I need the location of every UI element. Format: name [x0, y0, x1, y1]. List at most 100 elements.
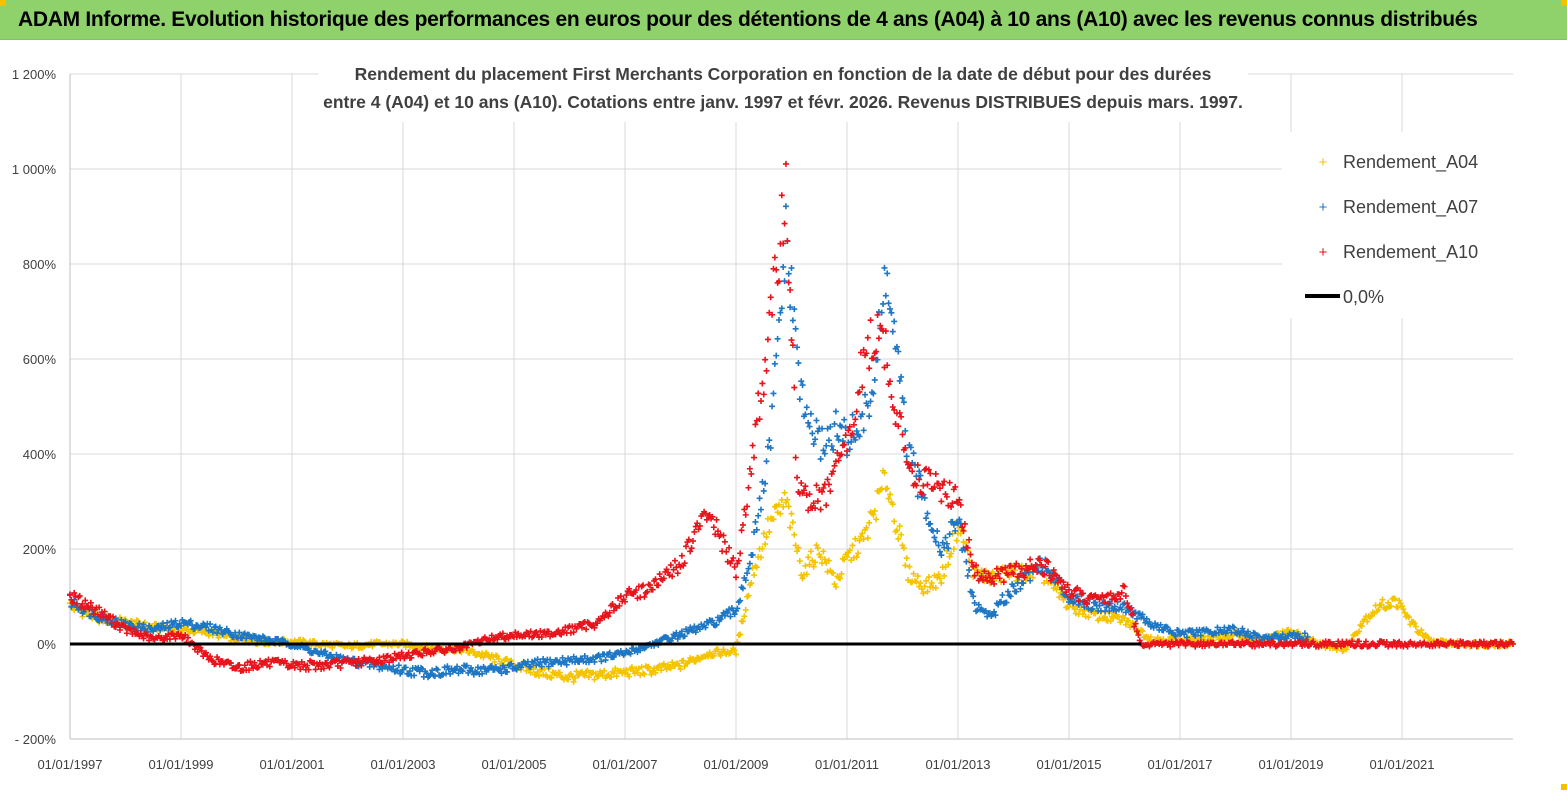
data-point — [884, 485, 891, 492]
data-point — [862, 391, 869, 398]
data-point — [1036, 557, 1043, 564]
data-point — [968, 589, 975, 596]
data-point — [663, 566, 670, 573]
data-point — [1164, 624, 1171, 631]
data-point — [71, 589, 78, 596]
data-point — [1038, 561, 1045, 568]
data-point — [322, 648, 329, 655]
data-point — [923, 515, 930, 522]
data-point — [687, 548, 694, 555]
data-point — [1041, 571, 1048, 578]
data-point — [870, 390, 877, 397]
data-point — [245, 667, 252, 674]
data-point — [755, 512, 762, 519]
data-point — [559, 654, 566, 661]
data-point — [788, 265, 795, 272]
data-point — [924, 481, 931, 488]
data-point — [534, 656, 541, 663]
data-point — [864, 402, 871, 409]
data-point — [646, 582, 653, 589]
data-point — [674, 570, 681, 577]
data-point — [583, 626, 590, 633]
data-point — [202, 649, 209, 656]
data-point — [769, 403, 776, 410]
data-point — [578, 624, 585, 631]
data-point — [527, 663, 534, 670]
data-point — [556, 669, 563, 676]
data-point — [1349, 638, 1356, 645]
data-point — [913, 482, 920, 489]
data-point — [992, 612, 999, 619]
data-point — [785, 503, 792, 510]
data-point — [116, 627, 123, 634]
data-point — [215, 634, 222, 641]
data-point — [1124, 600, 1131, 607]
data-point — [678, 628, 685, 635]
data-point — [709, 617, 716, 624]
data-point — [996, 575, 1003, 582]
data-point — [1018, 565, 1025, 572]
data-point — [823, 502, 830, 509]
data-point — [505, 635, 512, 642]
data-point — [931, 484, 938, 491]
data-point — [355, 655, 362, 662]
data-point — [172, 635, 179, 642]
data-point — [802, 562, 809, 569]
data-point — [757, 506, 764, 513]
data-point — [891, 406, 898, 413]
data-point — [717, 616, 724, 623]
data-point — [875, 335, 882, 342]
data-point — [1404, 643, 1411, 650]
data-point — [798, 378, 805, 385]
data-point — [538, 663, 545, 670]
page-title: ADAM Informe. Evolution historique des p… — [18, 7, 1478, 31]
data-point — [542, 631, 549, 638]
data-point — [1003, 599, 1010, 606]
y-tick-label: 0% — [37, 637, 56, 652]
data-point — [305, 666, 312, 673]
data-point — [320, 665, 327, 672]
data-point — [87, 599, 94, 606]
y-axis: - 200% 0% 200% 400% 600% 800% 1 000% 1 200% — [12, 67, 71, 747]
data-point — [819, 425, 826, 432]
data-point — [817, 456, 824, 463]
data-point — [723, 548, 730, 555]
data-point — [1032, 561, 1039, 568]
data-point — [893, 343, 900, 350]
data-point — [978, 573, 985, 580]
data-point — [720, 646, 727, 653]
data-point — [867, 398, 874, 405]
data-point — [878, 309, 885, 316]
data-point — [610, 670, 617, 677]
data-point — [756, 495, 763, 502]
data-point — [1103, 604, 1110, 611]
data-point — [1133, 628, 1140, 635]
data-point — [946, 479, 953, 486]
data-point — [257, 657, 264, 664]
data-point — [848, 438, 855, 445]
data-point — [935, 542, 942, 549]
data-point — [570, 678, 577, 685]
data-point — [895, 423, 902, 430]
data-point — [953, 537, 960, 544]
x-tick-label: 01/01/1999 — [148, 757, 213, 772]
data-point — [914, 573, 921, 580]
data-point — [936, 485, 943, 492]
data-point — [745, 592, 752, 599]
data-point — [763, 367, 770, 374]
data-point — [809, 430, 816, 437]
data-point — [402, 664, 409, 671]
data-point — [1378, 601, 1385, 608]
data-point — [591, 624, 598, 631]
data-point — [760, 391, 767, 398]
data-point — [678, 552, 685, 559]
data-point — [1010, 583, 1017, 590]
data-point — [1042, 563, 1049, 570]
data-point — [548, 674, 555, 681]
data-point — [867, 317, 874, 324]
data-point — [207, 621, 214, 628]
data-point — [781, 278, 788, 285]
data-point — [1007, 593, 1014, 600]
data-point — [957, 501, 964, 508]
data-point — [247, 658, 254, 665]
